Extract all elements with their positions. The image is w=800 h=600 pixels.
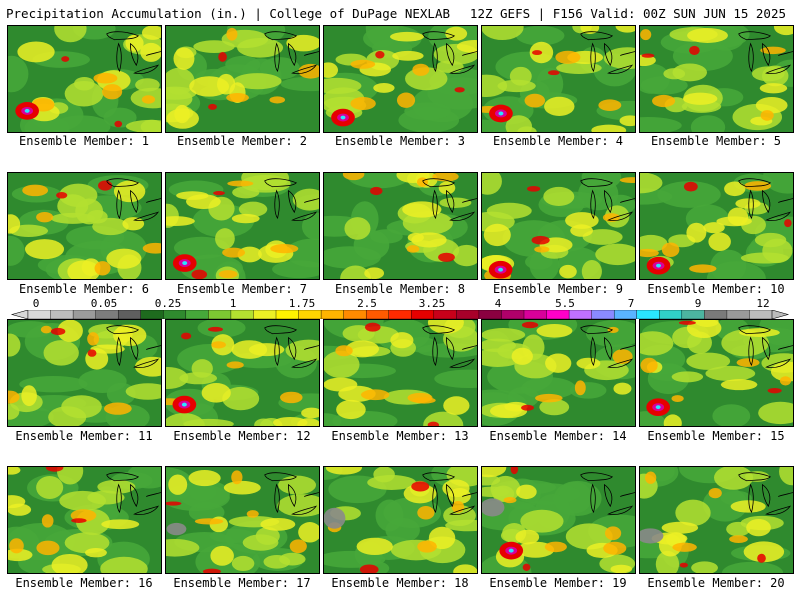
ensemble-member-map (481, 172, 636, 280)
ensemble-member-map (639, 319, 794, 427)
colorbar-tick-label: 0.25 (154, 297, 182, 310)
ensemble-member-label: Ensemble Member: 4 (492, 134, 624, 148)
ensemble-member-map (323, 25, 478, 133)
colorbar-tick-label: 0.05 (90, 297, 118, 310)
ensemble-member-label: Ensemble Member: 9 (492, 282, 624, 296)
ensemble-member-map (639, 172, 794, 280)
ensemble-member-map (165, 466, 320, 574)
colorbar-tick-label: 4 (494, 297, 502, 310)
ensemble-member-label: Ensemble Member: 2 (176, 134, 308, 148)
colorbar (0, 310, 800, 319)
ensemble-member-label: Ensemble Member: 12 (173, 429, 311, 443)
ensemble-member-map (165, 319, 320, 427)
ensemble-member-map (481, 319, 636, 427)
chart-title: Precipitation Accumulation (in.) | Colle… (6, 6, 451, 21)
ensemble-member-label: Ensemble Member: 3 (334, 134, 466, 148)
ensemble-member-label: Ensemble Member: 19 (489, 576, 627, 590)
colorbar-labels: 0 0.05 0.25 1 1.75 2.5 3.25 4 5.5 7 9 12 (0, 297, 800, 310)
valid-time-label: 12Z GEFS | F156 Valid: 00Z SUN JUN 15 20… (469, 6, 786, 21)
ensemble-member-label: Ensemble Member: 20 (647, 576, 785, 590)
ensemble-member-label: Ensemble Member: 18 (331, 576, 469, 590)
ensemble-member-map (165, 172, 320, 280)
ensemble-member-label: Ensemble Member: 1 (18, 134, 150, 148)
ensemble-member-label: Ensemble Member: 6 (18, 282, 150, 296)
ensemble-member-map (481, 25, 636, 133)
colorbar-tick-label: 1.75 (288, 297, 316, 310)
colorbar-tick-label: 0 (32, 297, 40, 310)
ensemble-member-label: Ensemble Member: 13 (331, 429, 469, 443)
ensemble-member-map (7, 319, 162, 427)
colorbar-tick-label: 7 (627, 297, 635, 310)
ensemble-member-label: Ensemble Member: 7 (176, 282, 308, 296)
ensemble-member-map (323, 466, 478, 574)
colorbar-tick-label: 9 (694, 297, 702, 310)
ensemble-member-map (7, 25, 162, 133)
colorbar-tick-label: 12 (756, 297, 770, 310)
ensemble-member-map (323, 172, 478, 280)
ensemble-member-label: Ensemble Member: 5 (650, 134, 782, 148)
ensemble-member-map (7, 172, 162, 280)
ensemble-member-map (7, 466, 162, 574)
ensemble-member-label: Ensemble Member: 16 (15, 576, 153, 590)
ensemble-member-label: Ensemble Member: 8 (334, 282, 466, 296)
ensemble-member-map (165, 25, 320, 133)
colorbar-tick-label: 1 (229, 297, 237, 310)
colorbar-tick-label: 2.5 (357, 297, 377, 310)
ensemble-member-map (639, 466, 794, 574)
ensemble-member-label: Ensemble Member: 14 (489, 429, 627, 443)
ensemble-member-label: Ensemble Member: 10 (647, 282, 785, 296)
ensemble-member-label: Ensemble Member: 15 (647, 429, 785, 443)
ensemble-member-map (639, 25, 794, 133)
ensemble-member-label: Ensemble Member: 11 (15, 429, 153, 443)
ensemble-member-map (481, 466, 636, 574)
ensemble-member-label: Ensemble Member: 17 (173, 576, 311, 590)
colorbar-tick-label: 3.25 (418, 297, 446, 310)
colorbar-tick-label: 5.5 (555, 297, 575, 310)
ensemble-member-map (323, 319, 478, 427)
